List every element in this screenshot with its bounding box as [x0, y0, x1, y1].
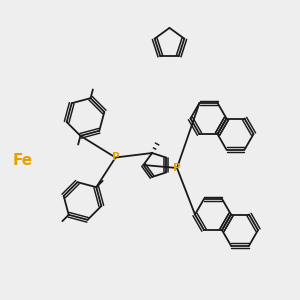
Text: P: P: [173, 163, 181, 173]
Text: P: P: [112, 152, 119, 163]
Text: Fe: Fe: [12, 153, 33, 168]
